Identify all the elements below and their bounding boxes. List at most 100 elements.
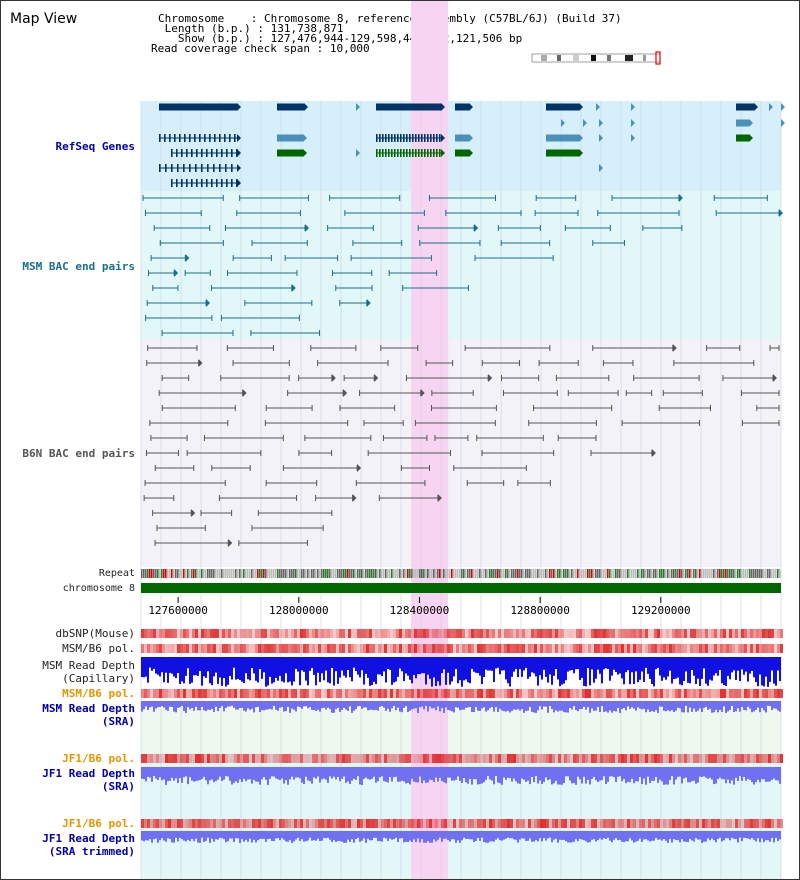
- jf1-depth-sra-bar: [723, 767, 725, 780]
- msm-depth-sra-bar: [187, 701, 189, 708]
- jf1-depth-trimmed-bar: [171, 831, 173, 843]
- gene-strand-arrow: [769, 103, 773, 111]
- gene-exon: [176, 179, 178, 187]
- jf1-b6-pol-strip: [753, 754, 756, 763]
- msm-depth-sra-bar: [665, 701, 667, 712]
- repeat-mark: [601, 569, 603, 578]
- jf1-depth-trimmed-bar: [221, 831, 223, 839]
- msm-depth-sra-bar: [657, 701, 659, 713]
- repeat-mark: [773, 569, 775, 578]
- jf1-depth-sra-bar: [237, 767, 239, 783]
- msm-b6-pol-sra-strip: [771, 689, 774, 698]
- msm-depth-capillary-bar: [299, 657, 301, 686]
- msm-b6-pol-strip: [720, 644, 723, 653]
- repeat-mark: [467, 569, 469, 578]
- msm-depth-sra-bar: [499, 701, 501, 709]
- repeat-mark: [313, 569, 315, 578]
- msm-b6-pol-sra-strip: [288, 689, 291, 698]
- msm-depth-capillary-bar: [623, 657, 625, 685]
- msm-b6-pol-sra-strip: [744, 689, 747, 698]
- jf1-depth-trimmed-bar: [383, 831, 385, 838]
- jf1-depth-sra-bar: [341, 767, 343, 779]
- jf1-depth-trimmed-bar: [763, 831, 765, 843]
- dbsnp-strip: [354, 629, 357, 638]
- jf1-depth-sra-bar: [185, 767, 187, 777]
- jf1-depth-trimmed-bar: [747, 831, 749, 839]
- dbsnp-strip: [189, 629, 192, 638]
- msm-b6-pol-sra-strip: [441, 689, 444, 698]
- msm-b6-pol-strip: [750, 644, 753, 653]
- jf1-depth-trimmed-bar: [641, 831, 643, 842]
- msm-depth-sra-bar: [295, 701, 297, 712]
- msm-b6-pol-strip: [210, 644, 213, 653]
- jf1-depth-trimmed-bar: [405, 831, 407, 842]
- msm-depth-capillary-bar: [503, 657, 505, 671]
- msm-b6-pol-sra-strip: [729, 689, 732, 698]
- selected-region-highlight: [411, 1, 449, 879]
- jf1-depth-sra-bar: [619, 767, 621, 777]
- msm-b6-pol-sra-strip: [213, 689, 216, 698]
- track-label-refseq[interactable]: RefSeq Genes: [55, 140, 135, 153]
- msm-depth-sra-bar: [275, 701, 277, 710]
- msm-b6-pol-strip: [672, 644, 675, 653]
- jf1-depth-trimmed-bar: [201, 831, 203, 838]
- gene-exon: [189, 134, 191, 142]
- jf1-b6-pol-strip: [195, 754, 198, 763]
- jf1-b6-pol-trimmed-strip: [585, 819, 588, 828]
- jf1-depth-sra-bar: [269, 767, 271, 779]
- repeat-mark: [159, 569, 161, 578]
- jf1-b6-pol-trimmed-strip: [573, 819, 576, 828]
- msm-b6-pol-strip: [465, 644, 468, 653]
- jf1-depth-sra-bar: [677, 767, 679, 777]
- msm-depth-sra-bar: [255, 701, 257, 708]
- msm-b6-pol-sra-strip: [234, 689, 237, 698]
- msm-depth-capillary-bar: [517, 657, 519, 678]
- repeat-mark: [199, 569, 201, 578]
- jf1-depth-trimmed-bar: [753, 831, 755, 840]
- jf1-depth-sra-bar: [205, 767, 207, 781]
- gene-exon: [181, 179, 183, 187]
- axis-tick-label: 129200000: [631, 604, 691, 617]
- msm-depth-capillary-bar: [495, 657, 497, 669]
- msm-depth-capillary-bar: [187, 657, 189, 669]
- dbsnp-strip: [483, 629, 486, 638]
- msm-depth-sra-bar: [459, 701, 461, 711]
- msm-depth-sra-bar: [677, 701, 679, 708]
- jf1-depth-sra-bar: [441, 767, 443, 782]
- jf1-depth-sra-bar: [191, 767, 193, 781]
- msm-depth-capillary-bar: [291, 657, 293, 686]
- jf1-b6-pol-trimmed-strip: [252, 819, 255, 828]
- msm-depth-capillary-bar: [359, 657, 361, 678]
- jf1-depth-trimmed-bar: [399, 831, 401, 839]
- repeat-mark: [437, 569, 439, 578]
- msm-depth-sra-bar: [497, 701, 499, 713]
- repeat-mark: [173, 569, 175, 578]
- msm-depth-capillary-bar: [209, 657, 211, 684]
- jf1-b6-pol-strip: [231, 754, 234, 763]
- track-label-msm-bac[interactable]: MSM BAC end pairs: [22, 260, 135, 273]
- repeat-mark: [587, 569, 589, 578]
- msm-depth-capillary-bar: [423, 657, 425, 674]
- jf1-depth-sra-bar: [293, 767, 295, 780]
- msm-b6-pol-strip: [435, 644, 438, 653]
- repeat-mark: [641, 569, 643, 578]
- jf1-b6-pol-strip: [525, 754, 528, 763]
- gene-exon: [201, 179, 203, 187]
- gene-exon: [186, 179, 188, 187]
- msm-depth-sra-bar: [519, 701, 521, 711]
- msm-depth-sra-bar: [615, 701, 617, 712]
- msm-depth-sra-bar: [701, 701, 703, 713]
- jf1-b6-pol-trimmed-strip: [390, 819, 393, 828]
- dbsnp-strip: [405, 629, 408, 638]
- msm-b6-pol-strip: [354, 644, 357, 653]
- jf1-b6-pol-trimmed-strip: [345, 819, 348, 828]
- dbsnp-strip: [675, 629, 678, 638]
- jf1-b6-pol-trimmed-strip: [753, 819, 756, 828]
- msm-depth-sra-bar: [711, 701, 713, 713]
- msm-b6-pol-sra-strip: [444, 689, 447, 698]
- jf1-depth-sra-bar: [279, 767, 281, 781]
- jf1-b6-pol-strip: [294, 754, 297, 763]
- track-label-b6n-bac[interactable]: B6N BAC end pairs: [22, 447, 135, 460]
- msm-b6-pol-strip: [612, 644, 615, 653]
